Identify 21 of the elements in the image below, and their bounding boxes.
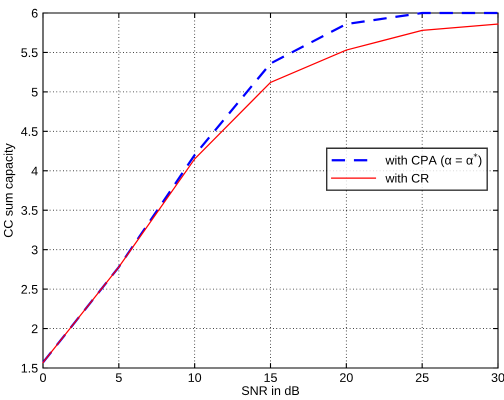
x-tick-label: 0: [40, 373, 46, 382]
y-axis-title: CC sum capacity: [4, 143, 16, 238]
x-tick-label: 10: [188, 373, 202, 382]
y-tick-label: 6: [32, 8, 38, 18]
y-tick-label: 5: [32, 88, 38, 97]
y-tick-label: 4.5: [21, 127, 38, 136]
legend-label: with CPA (α = α$^{*}$): [385, 153, 482, 168]
y-tick-label: 4: [31, 166, 38, 176]
x-tick-label: 30: [492, 373, 504, 382]
x-tick-label: 15: [264, 373, 277, 382]
y-tick-label: 3: [32, 245, 38, 254]
y-tick-label: 3.5: [21, 206, 38, 215]
y-tick-label: 2: [32, 324, 38, 334]
legend-label: with CR: [385, 174, 429, 183]
x-tick-label: 5: [116, 373, 122, 382]
y-tick-label: 5.5: [21, 48, 38, 58]
y-tick-label: 2.5: [21, 284, 38, 294]
x-tick-label: 20: [340, 373, 353, 382]
y-tick-label: 1.5: [22, 364, 38, 373]
x-tick-label: 25: [416, 373, 429, 382]
x-axis-title: SNR in dB: [242, 386, 300, 396]
